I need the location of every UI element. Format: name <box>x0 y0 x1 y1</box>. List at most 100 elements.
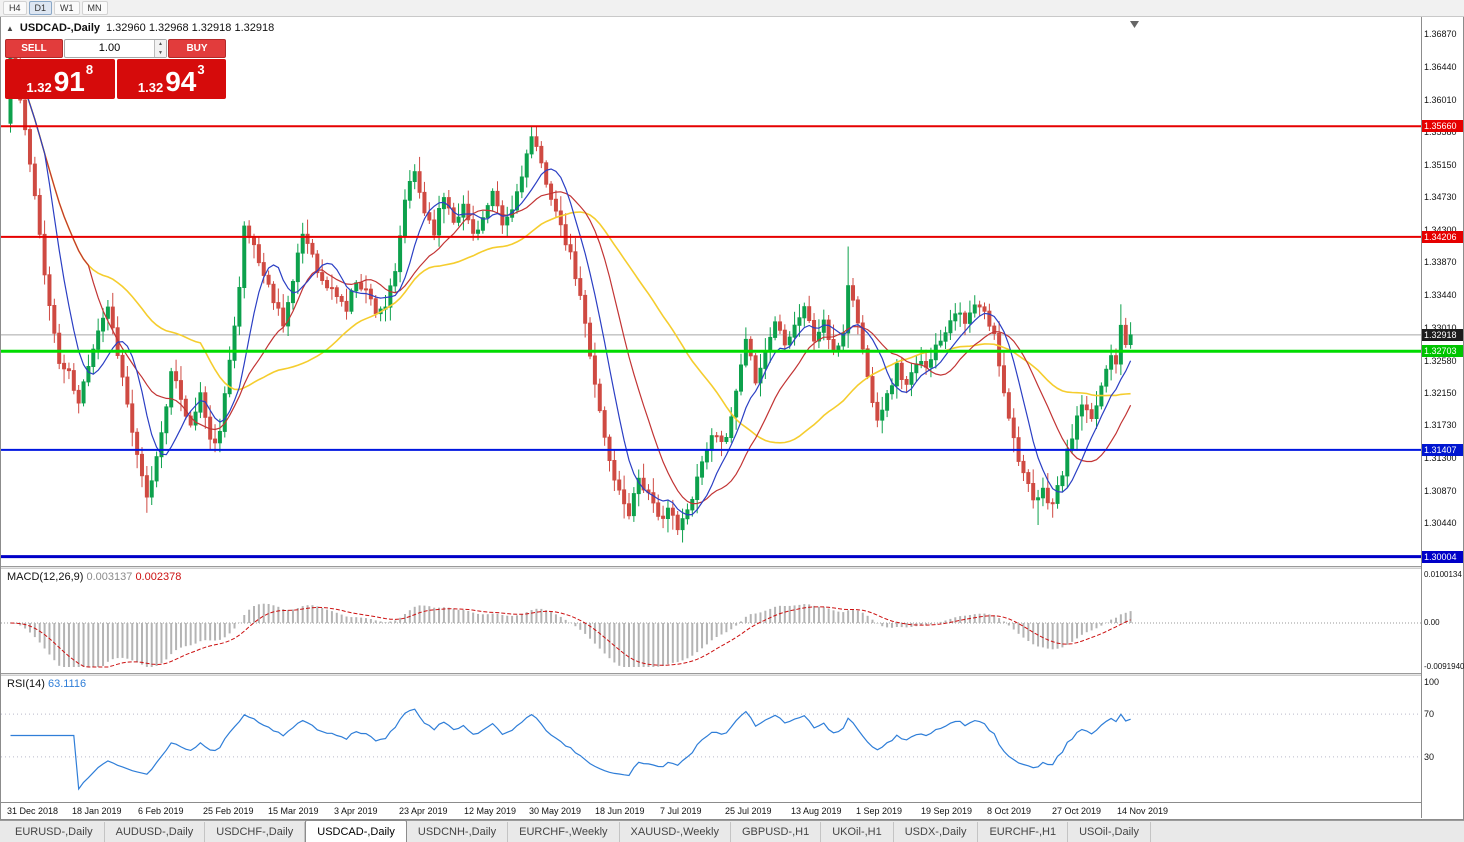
chart-tab-usdx-daily[interactable]: USDX-,Daily <box>894 822 979 842</box>
one-click-collapse-icon[interactable]: ▲ <box>6 23 14 33</box>
chart-tab-usdcad-daily[interactable]: USDCAD-,Daily <box>305 820 407 842</box>
sell-price-figure: 1.32 <box>26 80 52 95</box>
buy-price-point: 3 <box>197 62 205 77</box>
lot-size-value[interactable]: 1.00 <box>98 42 121 54</box>
sell-price-display[interactable]: 1.32 91 8 <box>5 59 115 99</box>
rsi-axis-label: 100 <box>1424 677 1440 687</box>
date-label: 25 Jul 2019 <box>725 806 772 816</box>
macd-axis-label: 0.00 <box>1424 618 1440 627</box>
sell-price-point: 8 <box>85 62 94 77</box>
buy-price-display[interactable]: 1.32 94 3 <box>116 59 226 99</box>
macd-signal-value: 0.002378 <box>135 571 182 583</box>
chart-quote-values: 1.32960 1.32968 1.32918 1.32918 <box>106 22 275 34</box>
lot-increase-button[interactable]: ▲ <box>155 40 166 49</box>
rsi-indicator-label: RSI(14) 63.1116 <box>7 678 86 690</box>
chart-shift-marker-icon[interactable] <box>1130 21 1139 28</box>
date-label: 15 Mar 2019 <box>268 806 319 816</box>
macd-axis-label: -0.0091940 <box>1424 662 1464 671</box>
price-tick-label: 1.30440 <box>1424 518 1457 528</box>
chart-title: ▲ USDCAD-,Daily 1.32960 1.32968 1.32918 … <box>6 22 274 34</box>
panel-splitter[interactable] <box>1 673 1463 676</box>
macd-histogram <box>14 603 1132 667</box>
ma-mid-line <box>10 58 1132 505</box>
chart-tab-gbpusd-h1[interactable]: GBPUSD-,H1 <box>731 822 822 842</box>
lot-decrease-button[interactable]: ▼ <box>155 48 166 57</box>
price-level-tag: 1.32703 <box>1422 345 1463 357</box>
price-tick-label: 1.30870 <box>1424 486 1457 496</box>
rsi-chart-canvas[interactable] <box>1 676 1421 802</box>
date-label: 8 Oct 2019 <box>987 806 1032 816</box>
date-label: 19 Sep 2019 <box>921 806 973 816</box>
rsi-value: 63.1116 <box>47 678 87 690</box>
timeframe-button-h4[interactable]: H4 <box>3 1 27 15</box>
macd-chart-canvas[interactable] <box>1 569 1421 673</box>
date-label: 3 Apr 2019 <box>334 806 378 816</box>
price-level-tag: 1.32918 <box>1422 329 1463 341</box>
chart-window: ▲ USDCAD-,Daily 1.32960 1.32968 1.32918 … <box>0 17 1464 820</box>
candlestick-series <box>8 44 1133 543</box>
chart-tab-usoil-daily[interactable]: USOil-,Daily <box>1068 822 1151 842</box>
buy-price-pips: 94 <box>165 66 197 97</box>
sell-button[interactable]: SELL <box>5 39 63 58</box>
price-tick-label: 1.31730 <box>1424 420 1457 430</box>
date-label: 14 Nov 2019 <box>1117 806 1169 816</box>
date-label: 18 Jan 2019 <box>72 806 122 816</box>
rsi-panel[interactable]: RSI(14) 63.1116 <box>1 676 1421 802</box>
price-level-tag: 1.30004 <box>1422 551 1463 563</box>
price-tick-label: 1.33870 <box>1424 257 1457 267</box>
date-label: 23 Apr 2019 <box>399 806 448 816</box>
price-tick-label: 1.31300 <box>1424 453 1457 463</box>
macd-name: MACD(12,26,9) <box>7 571 84 583</box>
price-tick-label: 1.34300 <box>1424 225 1457 235</box>
lot-spinner: ▲ ▼ <box>154 40 166 57</box>
macd-indicator-label: MACD(12,26,9) 0.003137 0.002378 <box>7 571 181 583</box>
price-level-tag: 1.31407 <box>1422 444 1463 456</box>
rsi-axis-label: 70 <box>1424 709 1435 719</box>
date-label: 30 May 2019 <box>529 806 582 816</box>
date-label: 13 Aug 2019 <box>791 806 842 816</box>
chart-tab-ukoil-h1[interactable]: UKOil-,H1 <box>821 822 894 842</box>
chart-tab-xauusd-weekly[interactable]: XAUUSD-,Weekly <box>620 822 731 842</box>
lot-size-field[interactable]: 1.00 ▲ ▼ <box>64 39 167 58</box>
date-label: 18 Jun 2019 <box>595 806 645 816</box>
price-tick-label: 1.36010 <box>1424 95 1457 105</box>
sell-price-pips: 91 <box>53 66 85 97</box>
price-tick-label: 1.33440 <box>1424 290 1457 300</box>
price-tick-label: 1.34730 <box>1424 192 1457 202</box>
date-label: 12 May 2019 <box>464 806 517 816</box>
rsi-axis-label: 30 <box>1424 752 1435 762</box>
timeframe-button-d1[interactable]: D1 <box>28 1 53 15</box>
price-chart-canvas[interactable] <box>1 17 1421 566</box>
date-label: 6 Feb 2019 <box>138 806 184 816</box>
price-tick-label: 1.35580 <box>1424 127 1457 137</box>
price-tick-label: 1.36440 <box>1424 62 1457 72</box>
price-tick-label: 1.33010 <box>1424 323 1457 333</box>
ma-fast-line <box>10 58 1132 516</box>
price-panel[interactable]: ▲ USDCAD-,Daily 1.32960 1.32968 1.32918 … <box>1 17 1421 566</box>
date-label: 25 Feb 2019 <box>203 806 254 816</box>
chart-tab-eurchf-h1[interactable]: EURCHF-,H1 <box>978 822 1069 842</box>
chart-tab-bar: EURUSD-,Daily AUDUSD-,Daily USDCHF-,Daily U… <box>0 820 1464 842</box>
chart-tab-usdchf-daily[interactable]: USDCHF-,Daily <box>205 822 306 842</box>
chart-tab-eurchf-weekly[interactable]: EURCHF-,Weekly <box>508 822 620 842</box>
macd-panel[interactable]: MACD(12,26,9) 0.003137 0.002378 <box>1 569 1421 673</box>
chart-tab-usdcnh-daily[interactable]: USDCNH-,Daily <box>407 822 509 842</box>
date-label: 31 Dec 2018 <box>7 806 59 816</box>
price-tick-label: 1.35150 <box>1424 160 1457 170</box>
timeframe-button-mn[interactable]: MN <box>81 1 108 15</box>
price-tick-label: 1.32150 <box>1424 388 1457 398</box>
price-tick-label: 1.36870 <box>1424 29 1457 39</box>
macd-signal-line <box>10 606 1131 668</box>
panel-splitter[interactable] <box>1 566 1463 569</box>
date-label: 27 Oct 2019 <box>1052 806 1102 816</box>
chart-tab-eurusd-daily[interactable]: EURUSD-,Daily <box>4 822 105 842</box>
buy-button[interactable]: BUY <box>168 39 226 58</box>
price-axis: 1.36870 1.36440 1.36010 1.35580 1.35150 1.347… <box>1421 17 1464 818</box>
chart-tab-audusd-daily[interactable]: AUDUSD-,Daily <box>105 822 206 842</box>
timeframe-toolbar: H4 D1 W1 MN <box>0 0 1464 17</box>
macd-main-value: 0.003137 <box>86 571 133 583</box>
rsi-name: RSI(14) <box>7 678 45 690</box>
date-label: 1 Sep 2019 <box>856 806 903 816</box>
timeframe-button-w1[interactable]: W1 <box>54 1 80 15</box>
date-axis: 31 Dec 2018 18 Jan 2019 6 Feb 2019 25 Feb 2… <box>1 802 1421 818</box>
